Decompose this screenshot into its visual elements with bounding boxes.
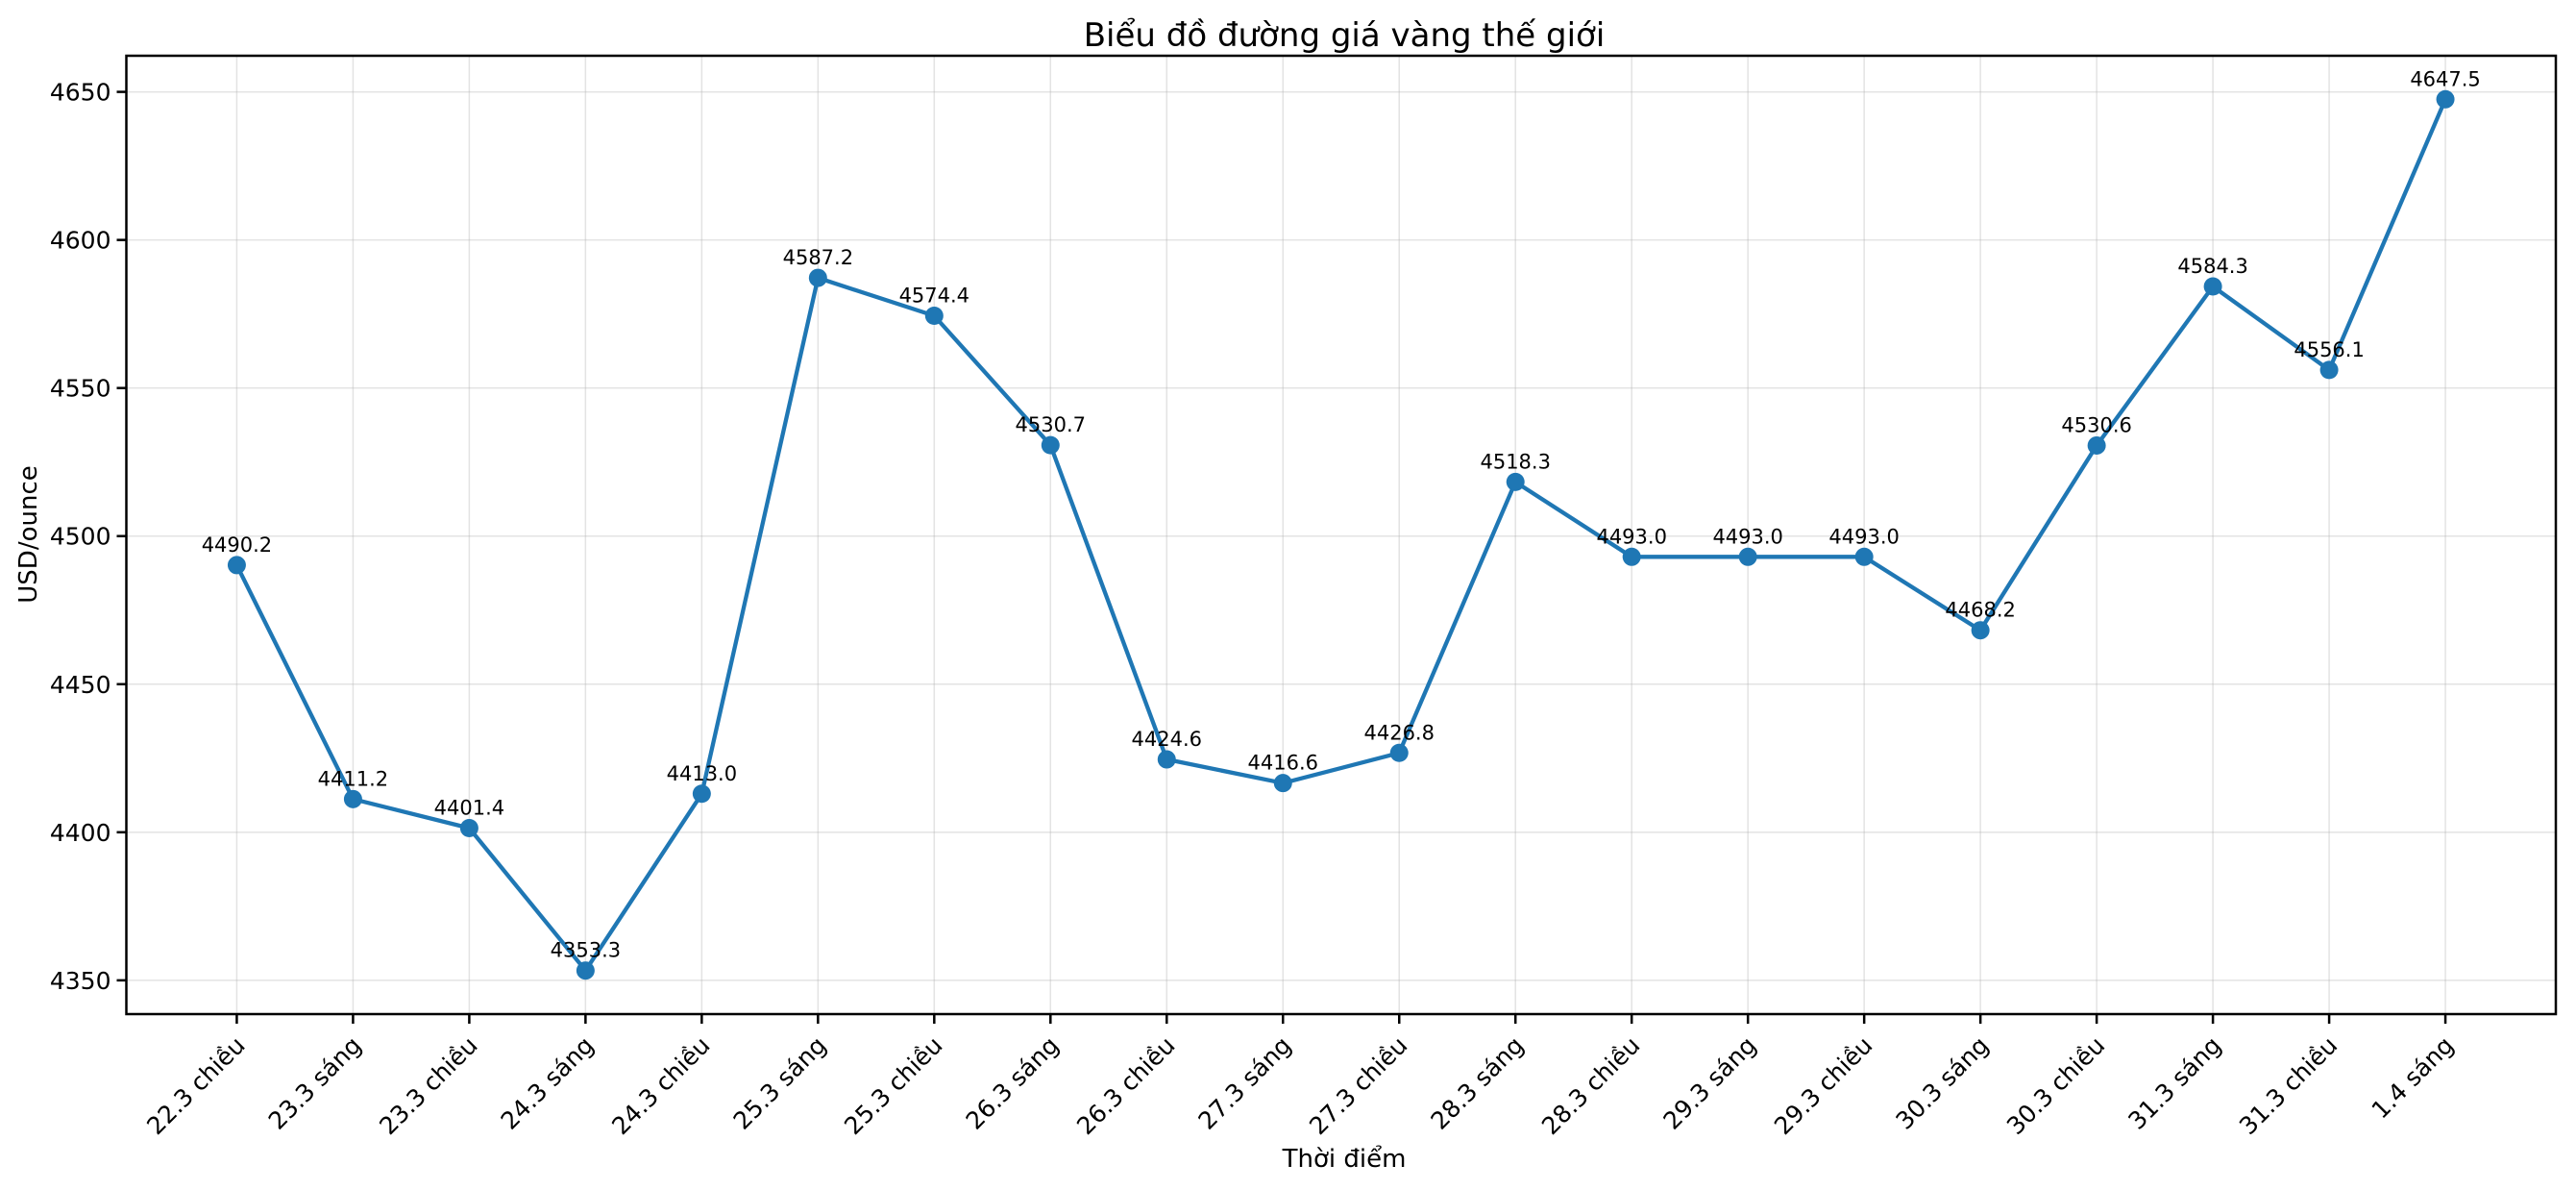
data-point-label: 4424.6 xyxy=(1132,728,1202,751)
x-tick-label: 27.3 chiều xyxy=(1304,1031,1412,1140)
x-tick-label: 26.3 sáng xyxy=(961,1031,1065,1135)
data-point-label: 4493.0 xyxy=(1712,525,1782,548)
x-tick-label: 29.3 chiều xyxy=(1769,1031,1877,1140)
data-point-label: 4490.2 xyxy=(202,533,272,557)
data-point-label: 4647.5 xyxy=(2410,67,2480,90)
x-tick-label: 23.3 sáng xyxy=(263,1031,367,1135)
data-point-marker xyxy=(692,784,711,804)
data-point-label: 4413.0 xyxy=(667,762,737,785)
x-tick-label: 30.3 sáng xyxy=(1890,1031,1994,1135)
y-tick-label: 4600 xyxy=(50,227,111,255)
data-point-label: 4493.0 xyxy=(1596,525,1666,548)
data-point-marker xyxy=(2319,360,2339,380)
data-point-marker xyxy=(576,961,595,980)
data-point-marker xyxy=(1622,547,1641,566)
data-point-label: 4574.4 xyxy=(899,285,969,308)
x-tick-label: 29.3 sáng xyxy=(1657,1031,1761,1135)
data-point-marker xyxy=(227,556,246,575)
x-tick-label: 30.3 chiều xyxy=(2001,1031,2110,1140)
y-axis-label: USD/ounce xyxy=(14,465,43,603)
x-tick-label: 31.3 chiều xyxy=(2234,1031,2343,1140)
data-point-marker xyxy=(924,307,944,326)
x-tick-label: 26.3 chiều xyxy=(1071,1031,1180,1140)
data-point-label: 4518.3 xyxy=(1480,450,1550,473)
y-tick-label: 4500 xyxy=(50,523,111,551)
grid-layer xyxy=(126,56,2556,1014)
x-tick-label: 25.3 chiều xyxy=(839,1031,947,1140)
data-point-marker xyxy=(343,789,362,808)
price-series-line xyxy=(234,97,2448,973)
plot-border xyxy=(125,54,2558,1016)
data-point-marker xyxy=(1506,472,1525,491)
x-tick-label: 28.3 sáng xyxy=(1426,1031,1530,1135)
data-point-label: 4426.8 xyxy=(1363,721,1434,744)
data-point-label: 4530.7 xyxy=(1016,413,1086,436)
data-point-marker xyxy=(1157,750,1176,769)
data-point-label: 4411.2 xyxy=(318,767,388,790)
data-point-label: 4416.6 xyxy=(1248,752,1318,775)
data-point-label: 4353.3 xyxy=(551,939,621,962)
x-tick-label: 28.3 chiều xyxy=(1536,1031,1645,1140)
x-tick-label: 31.3 sáng xyxy=(2122,1031,2226,1135)
data-point-marker xyxy=(459,819,478,838)
data-point-marker xyxy=(2087,435,2106,455)
data-point-marker xyxy=(808,268,827,287)
data-point-marker xyxy=(2436,89,2455,109)
x-axis-label: Thời điểm xyxy=(1282,1144,1407,1174)
price-series-layer: 4490.2 4411.2 4401.4 4353.3 4413.0 4587.2 4574… xyxy=(202,67,2481,980)
data-point-label: 4556.1 xyxy=(2294,338,2364,361)
data-point-label: 4587.2 xyxy=(783,246,853,269)
data-point-marker xyxy=(1971,621,1990,640)
chart-title: Biểu đồ đường giá vàng thế giới xyxy=(1084,16,1606,55)
data-point-marker xyxy=(1273,774,1292,793)
data-point-label: 4493.0 xyxy=(1828,525,1899,548)
y-tick-label: 4550 xyxy=(50,375,111,403)
data-point-marker xyxy=(1389,743,1409,762)
x-tick-label: 24.3 sáng xyxy=(496,1031,600,1135)
data-point-marker xyxy=(1854,547,1874,566)
y-tick-label: 4400 xyxy=(50,819,111,847)
x-tick-label: 22.3 chiều xyxy=(141,1031,250,1140)
data-point-marker xyxy=(1041,435,1060,455)
y-tick-label: 4450 xyxy=(50,671,111,699)
data-point-label: 4530.6 xyxy=(2061,413,2131,436)
data-point-marker xyxy=(2203,277,2222,296)
y-tick-label: 4650 xyxy=(50,79,111,107)
data-point-label: 4584.3 xyxy=(2177,255,2247,278)
data-point-marker xyxy=(1738,547,1757,566)
x-tick-label: 24.3 chiều xyxy=(606,1031,715,1140)
x-tick-label: 1.4 sáng xyxy=(2367,1031,2460,1125)
y-tick-label: 4350 xyxy=(50,967,111,995)
x-tick-label: 27.3 sáng xyxy=(1193,1031,1297,1135)
data-point-label: 4401.4 xyxy=(434,797,504,820)
x-tick-label: 23.3 chiều xyxy=(374,1031,482,1140)
data-point-label: 4468.2 xyxy=(1945,599,2015,622)
x-tick-label: 25.3 sáng xyxy=(728,1031,832,1135)
